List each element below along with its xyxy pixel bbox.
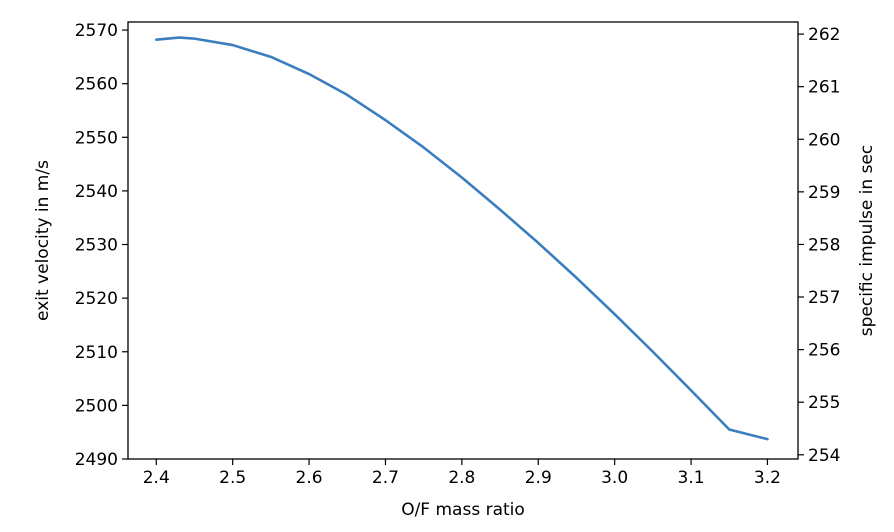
y-axis-right: 254 255 256 257 258 259 260 261 262 [798, 25, 840, 466]
plot-area [154, 36, 769, 441]
x-tick-label: 3.1 [678, 468, 705, 488]
y-tick-label: 2500 [75, 396, 118, 416]
y-tick-label: 2540 [75, 182, 118, 202]
y-tick-label: 2520 [75, 289, 118, 309]
y-tick-label: 2510 [75, 343, 118, 363]
y-axis-left: 2490 2500 2510 2520 2530 2540 2550 2560 2570 [75, 21, 128, 470]
y2-tick-label: 254 [808, 446, 840, 466]
y-axis-label-right: specific impulse in sec [857, 145, 877, 337]
x-axis-label: O/F mass ratio [401, 500, 525, 520]
x-tick-label: 2.8 [448, 468, 475, 488]
x-tick-label: 3.2 [754, 468, 781, 488]
y-tick-label: 2490 [75, 450, 118, 470]
y-axis-label-left: exit velocity in m/s [33, 160, 53, 321]
y2-tick-label: 260 [808, 130, 840, 150]
y2-tick-label: 258 [808, 235, 840, 255]
y-tick-label: 2530 [75, 236, 118, 256]
y-tick-label: 2550 [75, 128, 118, 148]
x-tick-label: 2.4 [143, 468, 170, 488]
x-axis: 2.4 2.5 2.6 2.7 2.8 2.9 3.0 3.1 3.2 [143, 459, 781, 488]
x-tick-label: 2.9 [525, 468, 552, 488]
y2-tick-label: 261 [808, 78, 840, 98]
y-tick-label: 2570 [75, 21, 118, 41]
x-tick-label: 3.0 [601, 468, 628, 488]
x-tick-label: 2.7 [372, 468, 399, 488]
y2-tick-label: 257 [808, 288, 840, 308]
y2-tick-label: 259 [808, 183, 840, 203]
y-tick-label: 2560 [75, 75, 118, 95]
y2-tick-label: 255 [808, 393, 840, 413]
series-line [154, 36, 769, 441]
plot-frame [127, 21, 799, 460]
y2-tick-label: 256 [808, 341, 840, 361]
y2-tick-label: 262 [808, 25, 840, 45]
x-tick-label: 2.6 [296, 468, 323, 488]
x-tick-label: 2.5 [219, 468, 246, 488]
